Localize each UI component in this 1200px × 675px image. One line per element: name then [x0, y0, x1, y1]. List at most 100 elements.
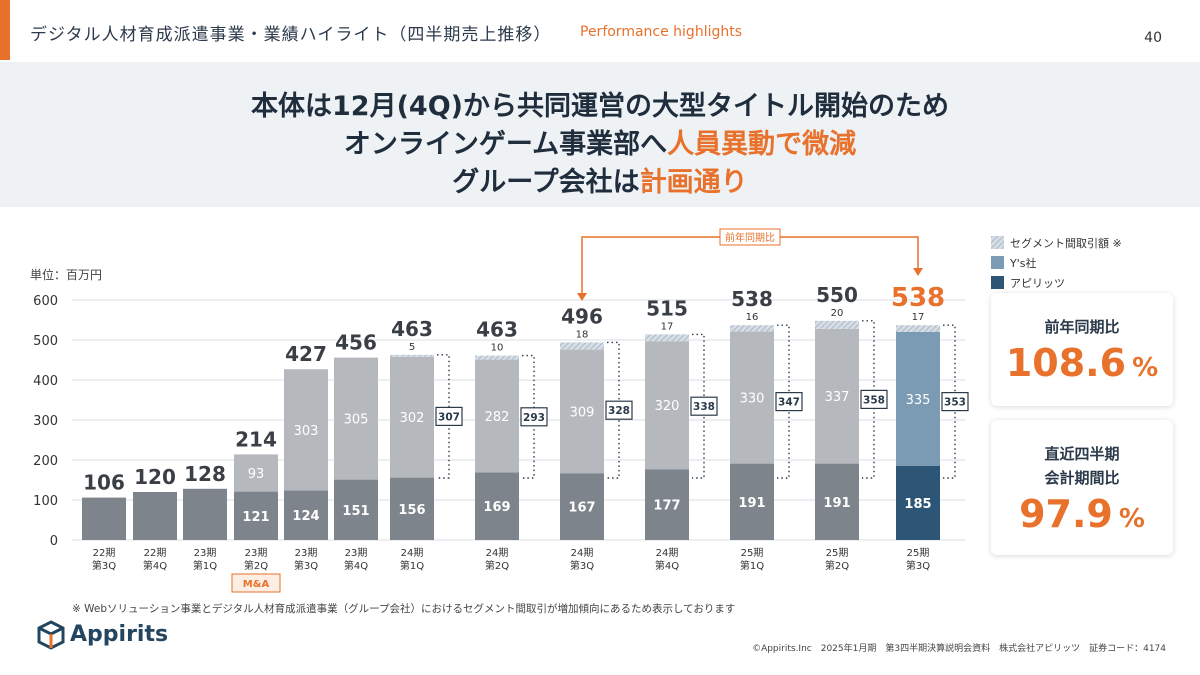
- bar-segment-intersegment: [390, 354, 434, 357]
- bar-segment-appirits: [645, 469, 689, 540]
- headline-line-3-text: グループ会社は: [452, 167, 640, 198]
- headline-line-2: オンラインゲーム事業部へ人員異動で微減: [0, 122, 1200, 161]
- bar-label-appirits: 151: [342, 504, 369, 519]
- reference-bracket: [607, 341, 620, 479]
- bar-label-ys: 93: [248, 467, 265, 482]
- copyright: ©Appirits.Inc 2025年1月期 第3四半期決算説明会資料 株式会社…: [752, 644, 1166, 654]
- bar-segment-appirits: [183, 488, 227, 540]
- bar-segment-ys: [334, 357, 378, 480]
- header-accent: [0, 0, 10, 60]
- kpi-qoq-number: 97.9: [1019, 492, 1113, 536]
- y-tick-label: 100: [33, 494, 58, 509]
- legend-swatch: [991, 276, 1004, 289]
- reference-box: [690, 396, 718, 416]
- bar-label-intersegment: 16: [746, 312, 759, 323]
- bar-total-label: 496: [561, 304, 603, 328]
- ma-badge: [231, 573, 281, 593]
- bar-segment-intersegment: [896, 325, 940, 332]
- bar-label-appirits: 185: [904, 497, 931, 512]
- bar-segment-appirits: [390, 477, 434, 540]
- y-tick-label: 500: [33, 334, 58, 349]
- bar-segment-ys: [730, 331, 774, 464]
- reference-value: 293: [523, 412, 545, 424]
- legend-swatch: [991, 256, 1004, 269]
- bar-segment-appirits: [475, 472, 519, 540]
- bar-segment-ys: [284, 369, 328, 491]
- x-tick-label-quarter: 第1Q: [400, 559, 424, 572]
- bar-total-label: 515: [646, 296, 688, 320]
- bar-label-intersegment: 5: [409, 342, 415, 353]
- x-tick-label-quarter: 第1Q: [740, 559, 764, 572]
- bar-segment-appirits: [334, 479, 378, 540]
- reference-value: 307: [438, 411, 460, 423]
- bar-segment-appirits: [234, 491, 278, 540]
- reference-value: 338: [693, 401, 715, 413]
- x-tick-label-period: 23期: [345, 547, 368, 559]
- yoy-arrowhead-right: [913, 268, 923, 276]
- bar-label-intersegment: 17: [912, 312, 925, 323]
- bar-label-appirits: 167: [568, 501, 595, 516]
- bar-label-intersegment: 20: [831, 308, 844, 319]
- x-tick-label-quarter: 第2Q: [825, 559, 849, 572]
- x-tick-label-quarter: 第3Q: [570, 559, 594, 572]
- x-tick-label-period: 22期: [93, 547, 116, 559]
- reference-bracket: [692, 333, 705, 479]
- bar-total-label: 427: [285, 342, 327, 366]
- x-tick-label-period: 25期: [826, 547, 849, 559]
- x-tick-label-period: 25期: [907, 547, 930, 559]
- kpi-yoy-value: 108.6%: [991, 341, 1173, 385]
- kpi-qoq-unit: %: [1118, 504, 1145, 534]
- reference-value: 347: [778, 397, 800, 409]
- page-number: 40: [1144, 30, 1162, 46]
- x-tick-label-quarter: 第3Q: [906, 559, 930, 572]
- headline-line-3: グループ会社は計画通り: [0, 160, 1200, 199]
- bar-segment-ys: [815, 328, 859, 464]
- bar-segment-ys: [475, 359, 519, 473]
- header-title: デジタル人材育成派遣事業・業績ハイライト（四半期売上推移）: [30, 25, 552, 45]
- reference-box: [605, 400, 633, 420]
- x-tick-label-period: 24期: [486, 547, 509, 559]
- y-tick-label: 0: [50, 534, 58, 549]
- x-tick-label-period: 25期: [741, 547, 764, 559]
- y-tick-label: 200: [33, 454, 58, 469]
- ma-label: M&A: [243, 579, 270, 590]
- reference-box: [435, 406, 463, 426]
- bar-segment-ys: [645, 341, 689, 470]
- bar-label-ys: 337: [825, 390, 850, 405]
- bar-total-label: 538: [891, 283, 945, 313]
- bar-segment-intersegment: [730, 325, 774, 332]
- header-subtitle: Performance highlights: [580, 24, 743, 40]
- bar-segment-intersegment: [645, 334, 689, 342]
- bar-total-label: 120: [134, 465, 176, 489]
- yoy-label-box: [719, 228, 781, 246]
- kpi-yoy-label: 前年同期比: [1044, 318, 1120, 336]
- bar-label-ys: 302: [400, 411, 425, 426]
- yoy-arrowhead-left: [577, 293, 587, 301]
- headline-line-3-highlight: 計画通り: [639, 167, 748, 198]
- bar-segment-ys: [560, 349, 604, 474]
- header-bar: デジタル人材育成派遣事業・業績ハイライト（四半期売上推移） Performanc…: [0, 0, 1200, 62]
- reference-value: 328: [608, 405, 630, 417]
- kpi-yoy-unit: %: [1132, 353, 1159, 383]
- bar-segment-appirits: [730, 463, 774, 540]
- bar-segment-intersegment: [475, 355, 519, 360]
- kpi-qoq-label-2: 会計期間比: [1044, 469, 1120, 487]
- x-tick-label-quarter: 第4Q: [344, 559, 368, 572]
- x-tick-label-quarter: 第2Q: [485, 559, 509, 572]
- kpi-card-yoy: 前年同期比 108.6%: [991, 293, 1173, 406]
- reference-value: 358: [863, 394, 885, 406]
- bar-label-appirits: 156: [398, 503, 425, 518]
- logo-text: Appirits: [70, 622, 169, 647]
- legend-label: アピリッツ: [1010, 277, 1065, 290]
- x-tick-label-period: 22期: [144, 547, 167, 559]
- bar-segment-appirits: [133, 492, 177, 540]
- headline-line-2-text: オンラインゲーム事業部へ: [343, 129, 668, 160]
- x-tick-label-period: 23期: [194, 547, 217, 559]
- bar-total-label: 456: [335, 331, 377, 355]
- reference-box: [860, 389, 888, 409]
- bar-segment-appirits: [284, 490, 328, 540]
- y-tick-label: 300: [33, 414, 58, 429]
- x-tick-label-period: 23期: [295, 547, 318, 559]
- reference-bracket: [777, 324, 790, 479]
